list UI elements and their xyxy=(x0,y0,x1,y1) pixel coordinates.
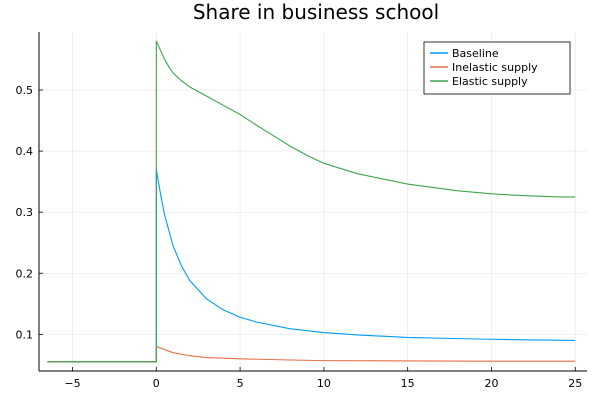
series-line-baseline xyxy=(47,168,576,363)
x-tick-label: 20 xyxy=(484,377,498,390)
legend-label-elastic-supply: Elastic supply xyxy=(452,75,528,88)
axes xyxy=(38,32,587,372)
series-line-inelastic-supply xyxy=(47,346,576,363)
chart-title: Share in business school xyxy=(193,0,439,24)
y-tick-label: 0.3 xyxy=(16,206,34,219)
y-tick-label: 0.5 xyxy=(16,84,34,97)
x-tick-label: 15 xyxy=(401,377,415,390)
y-tick-label: 0.1 xyxy=(16,328,34,341)
x-tick-label: −5 xyxy=(64,377,80,390)
tick-labels: −5 0 5 10 15 20 25 0.1 0.2 0.3 0.4 0.5 xyxy=(16,84,583,390)
x-tick-label: 5 xyxy=(237,377,244,390)
legend-label-inelastic-supply: Inelastic supply xyxy=(452,61,538,74)
y-tick-label: 0.4 xyxy=(16,145,34,158)
x-tick-label: 10 xyxy=(317,377,331,390)
series-lines xyxy=(47,40,576,363)
legend-label-baseline: Baseline xyxy=(452,47,499,60)
x-tick-label: 0 xyxy=(153,377,160,390)
legend-box xyxy=(423,41,571,95)
x-tick-label: 25 xyxy=(568,377,582,390)
series-line-elastic-supply xyxy=(47,40,576,363)
y-tick-label: 0.2 xyxy=(16,267,34,280)
